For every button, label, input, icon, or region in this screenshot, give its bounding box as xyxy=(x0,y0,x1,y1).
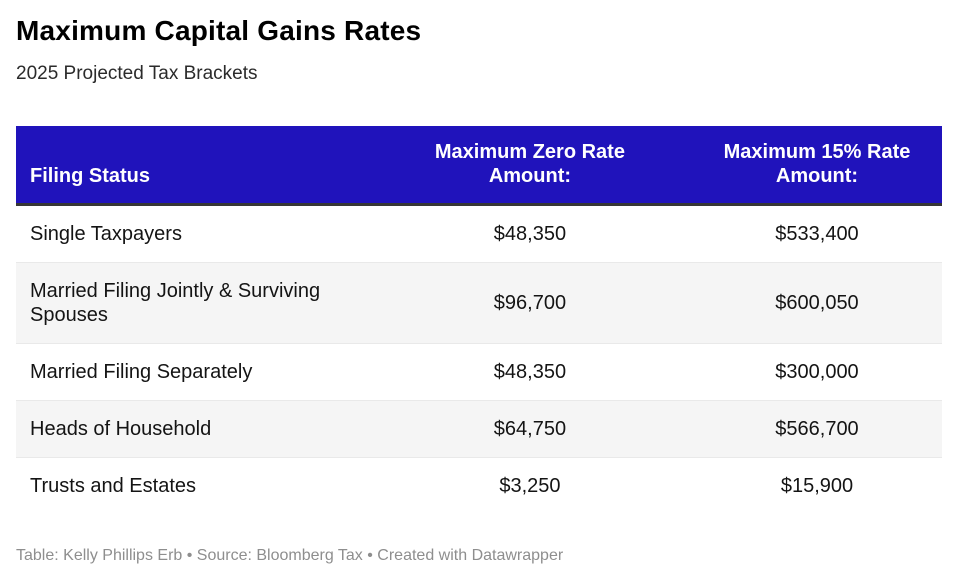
cell-filing-status: Single Taxpayers xyxy=(16,204,368,263)
tax-brackets-table: Filing Status Maximum Zero Rate Amount: … xyxy=(16,126,942,514)
table-header-row: Filing Status Maximum Zero Rate Amount: … xyxy=(16,126,942,206)
table-row-trusts-and-estates: Trusts and Estates $3,250 $15,900 xyxy=(16,457,942,514)
cell-filing-status: Trusts and Estates xyxy=(16,457,368,514)
cell-filing-status: Heads of Household xyxy=(16,400,368,458)
cell-15-rate: $15,900 xyxy=(691,457,942,514)
cell-filing-status: Married Filing Separately xyxy=(16,343,368,401)
cell-zero-rate: $3,250 xyxy=(367,457,692,514)
footer-credit: Table: Kelly Phillips Erb • Source: Bloo… xyxy=(16,547,564,564)
cell-15-rate: $600,050 xyxy=(691,262,942,344)
column-header-15-rate: Maximum 15% Rate Amount: xyxy=(691,126,942,206)
cell-zero-rate: $64,750 xyxy=(367,400,692,458)
page-subtitle: 2025 Projected Tax Brackets xyxy=(16,63,258,84)
column-header-filing-status-label: Filing Status xyxy=(30,165,150,187)
cell-zero-rate: $48,350 xyxy=(367,204,692,263)
table-row-heads-of-household: Heads of Household $64,750 $566,700 xyxy=(16,400,942,458)
table-row-single-taxpayers: Single Taxpayers $48,350 $533,400 xyxy=(16,204,942,263)
page: Maximum Capital Gains Rates 2025 Project… xyxy=(0,14,958,565)
column-header-15-rate-label: Maximum 15% Rate Amount: xyxy=(723,141,911,187)
column-header-zero-rate-label: Maximum Zero Rate Amount: xyxy=(434,141,625,187)
table-header: Filing Status Maximum Zero Rate Amount: … xyxy=(16,126,942,206)
cell-15-rate: $300,000 xyxy=(691,343,942,401)
column-header-zero-rate: Maximum Zero Rate Amount: xyxy=(367,126,692,206)
cell-15-rate: $566,700 xyxy=(691,400,942,458)
table-body: Single Taxpayers $48,350 $533,400 Marrie… xyxy=(16,204,942,514)
table-row-married-separately: Married Filing Separately $48,350 $300,0… xyxy=(16,343,942,401)
table-row-married-jointly: Married Filing Jointly & Surviving Spous… xyxy=(16,262,942,344)
cell-filing-status: Married Filing Jointly & Surviving Spous… xyxy=(16,262,368,344)
column-header-filing-status: Filing Status xyxy=(16,126,368,206)
cell-zero-rate: $48,350 xyxy=(367,343,692,401)
cell-zero-rate: $96,700 xyxy=(367,262,692,344)
page-title: Maximum Capital Gains Rates xyxy=(16,15,422,46)
cell-15-rate: $533,400 xyxy=(691,204,942,263)
